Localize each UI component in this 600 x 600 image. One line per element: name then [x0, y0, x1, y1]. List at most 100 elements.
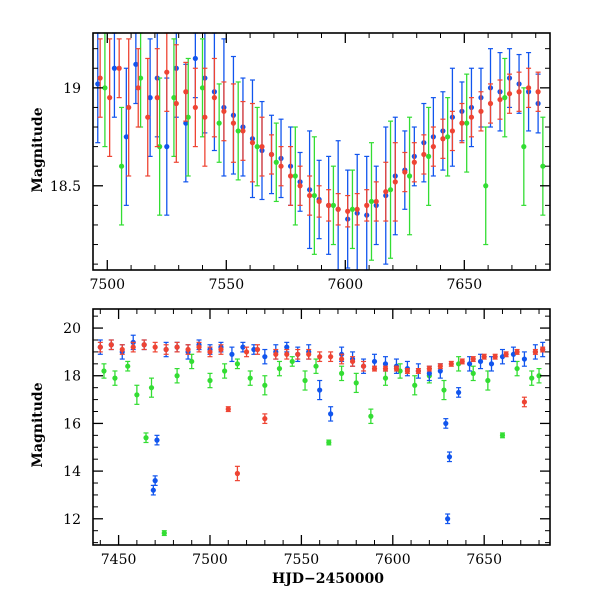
data-point: [317, 387, 323, 393]
data-point: [133, 61, 139, 67]
data-point: [185, 346, 191, 353]
data-point: [273, 351, 279, 357]
data-point: [514, 349, 520, 355]
data-point: [284, 351, 290, 357]
data-point: [262, 382, 268, 388]
data-point: [477, 358, 484, 365]
data-point: [174, 344, 180, 350]
data-point: [339, 370, 345, 376]
data-point: [383, 189, 389, 195]
x-tick-label: 7550: [208, 277, 244, 293]
data-point: [108, 342, 114, 348]
data-point: [249, 140, 256, 146]
series-red: [97, 32, 541, 228]
data-point: [492, 354, 498, 360]
top-panel: 7500 7550 7600 7650 18.5 19 Magnitude: [30, 32, 551, 293]
data-point: [506, 91, 513, 97]
data-point: [254, 346, 261, 353]
data-point: [164, 69, 170, 75]
data-point: [411, 159, 417, 165]
data-point: [185, 114, 191, 120]
data-point: [516, 89, 522, 95]
data-point: [483, 183, 489, 189]
data-point: [382, 375, 389, 381]
data-point: [199, 85, 206, 91]
data-point: [540, 163, 546, 169]
data-point: [150, 487, 156, 493]
data-point: [446, 454, 453, 460]
data-point: [234, 470, 241, 477]
data-point: [503, 351, 509, 357]
data-point: [161, 530, 167, 536]
data-point: [183, 120, 189, 126]
data-point: [426, 153, 432, 159]
data-point: [289, 358, 295, 365]
series-red: [97, 339, 546, 482]
data-point: [154, 437, 160, 443]
data-point: [287, 173, 294, 179]
data-point: [97, 75, 103, 81]
data-point: [306, 192, 313, 199]
data-point: [222, 368, 228, 374]
x-tick-label: 7650: [446, 277, 482, 293]
data-point: [430, 144, 436, 150]
y-tick-label: 18: [63, 369, 81, 385]
data-point: [138, 75, 144, 81]
data-point: [529, 375, 535, 381]
data-point: [345, 208, 351, 214]
data-point: [368, 198, 375, 205]
data-point: [441, 387, 447, 393]
data-point: [459, 358, 465, 365]
x-tick-label: 7500: [89, 277, 125, 293]
data-point: [125, 363, 131, 369]
x-tick-label: 7550: [284, 552, 320, 568]
data-point: [196, 344, 202, 350]
data-point: [392, 179, 398, 185]
data-point: [306, 351, 312, 357]
data-point: [189, 358, 195, 365]
data-point: [302, 377, 308, 384]
data-point: [364, 202, 370, 208]
data-point: [540, 346, 546, 353]
y-tick-label: 14: [63, 464, 81, 480]
data-point: [360, 363, 367, 369]
bottom-panel-data: [97, 334, 546, 537]
data-point: [382, 365, 389, 372]
data-point: [448, 361, 454, 367]
data-point: [497, 96, 503, 103]
data-point: [211, 95, 217, 101]
data-point: [415, 368, 421, 374]
bottom-panel-frame: [92, 308, 551, 546]
data-point: [353, 380, 359, 386]
top-panel-data: [95, 32, 546, 271]
top-panel-y-axis-title: Magnitude: [30, 107, 46, 192]
data-point: [230, 120, 237, 126]
data-point: [335, 206, 341, 212]
data-point: [145, 114, 151, 120]
data-point: [171, 95, 177, 101]
data-point: [525, 85, 532, 91]
data-point: [229, 351, 235, 357]
data-point: [426, 370, 432, 376]
x-tick-label: 7600: [375, 552, 411, 568]
series-blue: [95, 32, 541, 271]
data-point: [134, 392, 140, 398]
data-point: [445, 134, 451, 140]
data-point: [251, 346, 257, 353]
data-point: [221, 108, 227, 114]
data-point: [273, 159, 279, 165]
data-point: [349, 358, 356, 365]
data-point: [371, 358, 378, 365]
series-green: [102, 32, 546, 261]
data-point: [164, 144, 170, 150]
data-point: [262, 354, 268, 360]
data-point: [295, 351, 301, 357]
data-point: [368, 413, 374, 419]
data-point: [521, 399, 528, 405]
y-tick-label: 20: [63, 321, 81, 337]
data-point: [536, 373, 542, 379]
data-point: [95, 81, 101, 87]
data-point: [102, 85, 108, 91]
data-point: [259, 144, 265, 150]
